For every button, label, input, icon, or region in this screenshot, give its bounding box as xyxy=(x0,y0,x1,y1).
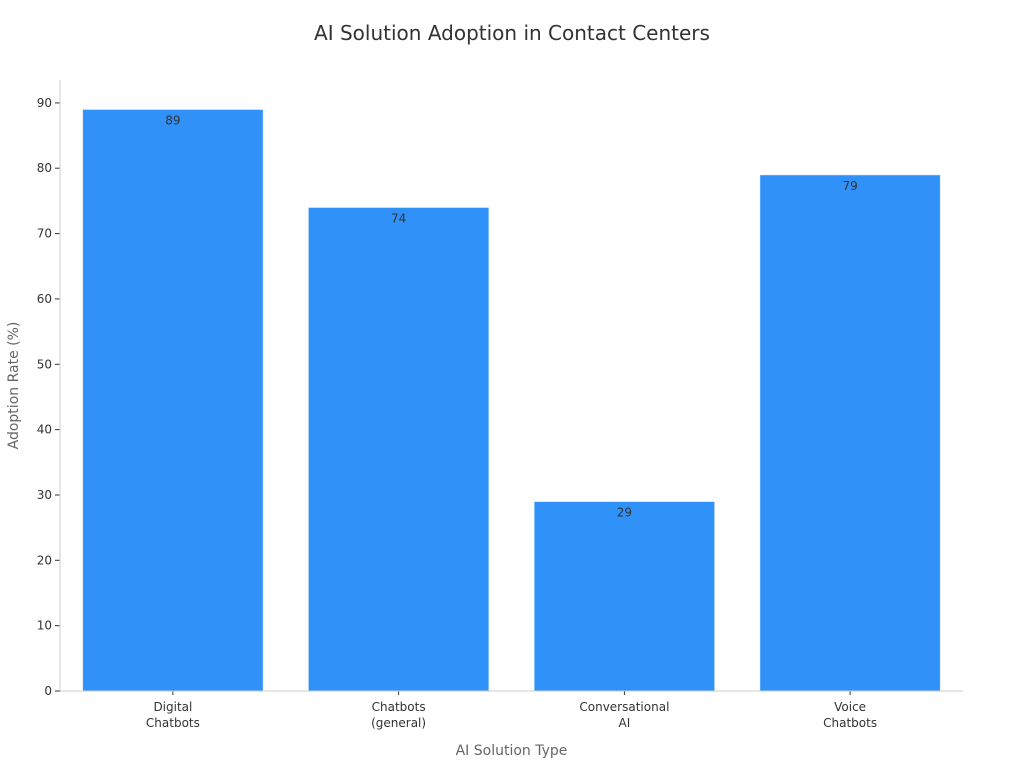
bars-group: 89 74 29 79 xyxy=(82,108,941,692)
x-tick-label-0: Digital Chatbots xyxy=(146,700,200,730)
x-tick-label-line: Voice xyxy=(834,700,866,714)
x-tick-label-line: AI xyxy=(619,716,631,730)
x-tick-label-3: Voice Chatbots xyxy=(823,700,877,730)
data-label-0: 89 xyxy=(165,113,180,127)
bar-2 xyxy=(533,501,716,692)
y-tick-label-9: 90 xyxy=(37,96,52,110)
y-tick-label-7: 70 xyxy=(37,227,52,241)
y-tick-label-8: 80 xyxy=(37,161,52,175)
x-tick-label-2: Conversational AI xyxy=(579,700,669,730)
y-axis-title: Adoption Rate (%) xyxy=(6,322,22,450)
x-tick-label-line: Chatbots xyxy=(823,716,877,730)
y-tick-label-0: 0 xyxy=(44,684,52,698)
y-tick-label-5: 50 xyxy=(37,357,52,371)
y-tick-label-4: 40 xyxy=(37,423,52,437)
x-tick-label-line: Chatbots xyxy=(146,716,200,730)
x-axis-ticks: Digital Chatbots Chatbots (general) Conversa… xyxy=(146,691,877,730)
x-tick-label-line: Digital xyxy=(153,700,192,714)
data-label-3: 79 xyxy=(842,179,857,193)
y-tick-label-6: 60 xyxy=(37,292,52,306)
chart-title: AI Solution Adoption in Contact Centers xyxy=(314,21,710,45)
y-axis-ticks: 0 10 20 30 40 50 60 70 80 90 xyxy=(37,96,60,698)
bar-1 xyxy=(307,206,490,692)
y-tick-label-3: 30 xyxy=(37,488,52,502)
x-tick-label-1: Chatbots (general) xyxy=(371,700,426,730)
y-tick-label-2: 20 xyxy=(37,553,52,567)
data-label-1: 74 xyxy=(391,211,406,225)
x-tick-label-line: Chatbots xyxy=(372,700,426,714)
bar-0 xyxy=(82,108,264,692)
x-tick-label-line: Conversational xyxy=(579,700,669,714)
x-axis-title: AI Solution Type xyxy=(456,743,568,759)
data-label-2: 29 xyxy=(617,506,632,520)
y-tick-label-1: 10 xyxy=(37,619,52,633)
bar-3 xyxy=(759,174,941,692)
x-tick-label-line: (general) xyxy=(371,716,426,730)
